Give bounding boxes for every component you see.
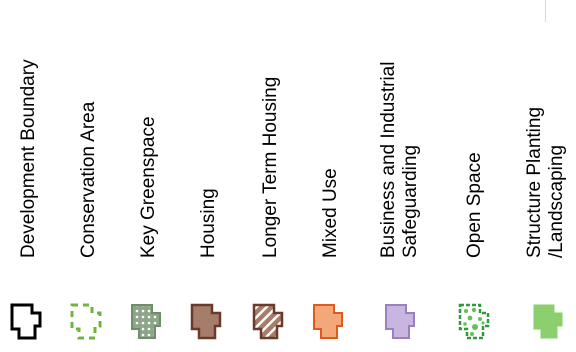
legend-label-mixed-use: Mixed Use xyxy=(320,168,341,258)
legend-label-business-industrial: Business and Industrial Safeguarding xyxy=(378,61,421,258)
conservation-area-symbol-icon xyxy=(70,303,102,340)
legend-label-housing: Housing xyxy=(198,188,219,258)
longer-term-housing-symbol-icon xyxy=(252,303,284,340)
legend-label-structure-planting: Structure Planting /Landscaping xyxy=(524,106,567,258)
structure-planting-symbol-icon xyxy=(533,304,563,339)
legend-label-key-greenspace: Key Greenspace xyxy=(138,116,159,258)
legend-label-longer-term-housing: Longer Term Housing xyxy=(260,76,281,258)
legend-label-conservation-area: Conservation Area xyxy=(78,101,99,258)
open-space-symbol-icon xyxy=(458,303,490,340)
development-boundary-symbol-icon xyxy=(10,303,42,340)
legend-label-open-space: Open Space xyxy=(464,152,485,258)
housing-symbol-icon xyxy=(190,303,222,340)
mixed-use-symbol-icon xyxy=(313,304,343,339)
legend-label-development-boundary: Development Boundary xyxy=(18,59,39,258)
frame-edge-divider xyxy=(545,0,546,22)
business-industrial-symbol-icon xyxy=(385,304,415,339)
key-greenspace-symbol-icon xyxy=(131,304,161,339)
